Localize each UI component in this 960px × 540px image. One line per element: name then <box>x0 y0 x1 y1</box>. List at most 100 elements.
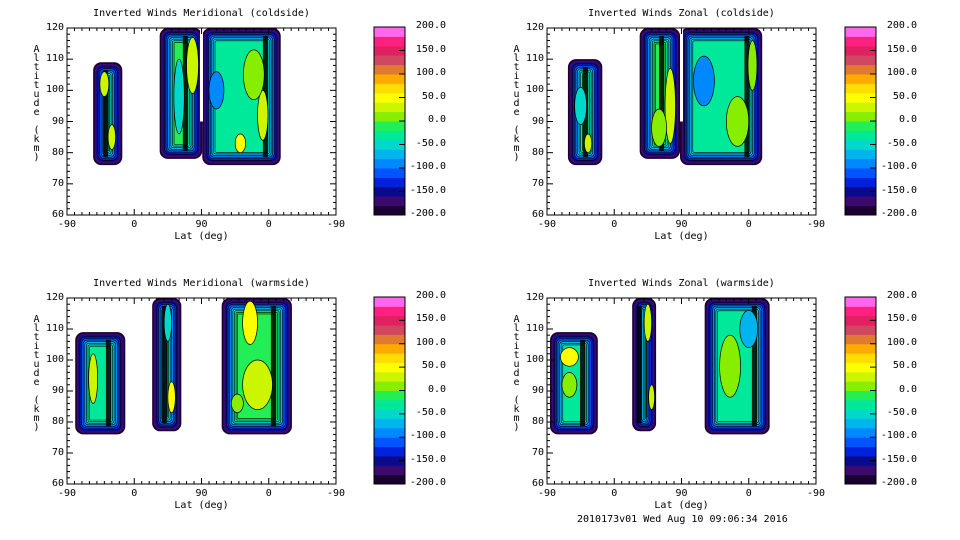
y-axis-label: Altitude (km) <box>511 44 522 161</box>
y-tick-label: 110 <box>525 323 544 334</box>
colorbar-label: -200.0 <box>880 208 917 219</box>
colorbar-label: 50.0 <box>421 360 446 372</box>
contour-patch <box>664 68 676 144</box>
colorbar-band <box>374 325 405 335</box>
colorbar-band <box>374 418 405 429</box>
contour-region <box>632 298 657 432</box>
contour-patch <box>186 37 199 94</box>
contour-region <box>159 28 203 159</box>
contour-patch <box>242 49 265 101</box>
x-tick-label: -90 <box>57 488 77 499</box>
y-tick-label: 70 <box>51 177 64 189</box>
y-tick-label: 120 <box>525 292 544 303</box>
colorbar-band <box>374 149 405 160</box>
contour-patch <box>88 353 98 404</box>
y-tick-label: 80 <box>51 146 64 158</box>
colorbar-label: -200.0 <box>880 477 917 488</box>
colorbar-band <box>845 102 876 113</box>
y-tick-label: 80 <box>531 416 544 427</box>
x-tick-label: -90 <box>537 488 557 499</box>
contour-region <box>221 298 292 435</box>
y-tick-label: 100 <box>525 84 544 96</box>
chart-title: Inverted Winds Zonal (coldside) <box>588 8 775 19</box>
colorbar-label: 150.0 <box>886 43 917 55</box>
colorbar-label: 200.0 <box>886 20 917 31</box>
contour-patch <box>163 303 172 342</box>
colorbar-label: 0.0 <box>898 114 917 125</box>
x-tick-label: 0 <box>745 219 752 230</box>
contour-patch <box>643 303 652 342</box>
contour-region <box>680 28 763 166</box>
colorbar-label: -50.0 <box>886 406 917 418</box>
x-tick-label: 0 <box>265 488 272 499</box>
contour-patch <box>584 133 593 154</box>
contour-region <box>639 28 681 159</box>
x-axis-label: Lat (deg) <box>654 500 709 511</box>
y-tick-label: 120 <box>525 22 544 33</box>
contour-region <box>202 28 281 166</box>
contour-patch <box>99 71 110 97</box>
contour-patch <box>574 86 587 125</box>
colorbar-label: -150.0 <box>880 453 917 465</box>
contour-patch <box>234 133 246 154</box>
x-tick-label: 0 <box>131 219 138 230</box>
colorbar-label: 150.0 <box>415 43 446 55</box>
colorbar-label: -100.0 <box>880 161 917 172</box>
colorbar-label: 200.0 <box>886 290 917 301</box>
y-tick-label: 70 <box>531 177 544 189</box>
x-tick-label: 90 <box>675 488 688 499</box>
contour-patch <box>107 124 116 150</box>
colorbar-label: -150.0 <box>409 453 446 465</box>
x-tick-label: -90 <box>806 219 826 230</box>
x-tick-label: -90 <box>326 488 346 499</box>
colorbar-label: 100.0 <box>886 67 917 78</box>
y-tick-label: 100 <box>45 354 64 365</box>
y-tick-label: 80 <box>51 416 64 427</box>
colorbar-label: 100.0 <box>415 67 446 78</box>
colorbar-label: -150.0 <box>409 184 446 196</box>
colorbar-label: -200.0 <box>409 477 446 488</box>
colorbar-band <box>845 418 876 429</box>
contour-patch <box>242 359 273 410</box>
y-tick-label: 110 <box>45 53 64 65</box>
contour-patch <box>560 347 579 367</box>
colorbar-label: 50.0 <box>892 90 917 102</box>
y-tick-label: 70 <box>51 447 64 458</box>
contour-patch <box>725 96 750 147</box>
y-tick-label: 90 <box>51 385 64 396</box>
contour-patch <box>693 55 715 107</box>
colorbar-label: 200.0 <box>415 290 446 301</box>
colorbar-label: -150.0 <box>880 184 917 196</box>
contour-patch <box>242 300 258 345</box>
x-tick-label: 90 <box>195 488 208 499</box>
colorbar-label: -50.0 <box>415 137 446 149</box>
contour-region <box>152 298 182 432</box>
chart-title: Inverted Winds Zonal (warmside) <box>588 278 775 289</box>
y-tick-label: 90 <box>531 115 544 127</box>
contour-region <box>567 59 603 166</box>
colorbar-label: 0.0 <box>427 114 446 125</box>
colorbar-band <box>374 371 405 382</box>
colorbar-band <box>845 196 876 207</box>
x-tick-label: 90 <box>195 219 208 230</box>
x-tick-label: 0 <box>265 219 272 230</box>
y-tick-label: 60 <box>531 209 544 220</box>
y-tick-label: 120 <box>45 22 64 33</box>
x-tick-label: 0 <box>745 488 752 499</box>
y-tick-label: 100 <box>525 354 544 365</box>
y-tick-label: 100 <box>45 84 64 96</box>
y-tick-label: 60 <box>531 478 544 489</box>
contour-patch <box>719 334 741 398</box>
colorbar-label: 200.0 <box>415 20 446 31</box>
colorbar-band <box>845 325 876 335</box>
x-tick-label: 0 <box>611 488 618 499</box>
colorbar-label: -100.0 <box>409 161 446 172</box>
chart-title: Inverted Winds Meridional (warmside) <box>93 278 310 289</box>
colorbar-label: 50.0 <box>421 90 446 102</box>
chart-title: Inverted Winds Meridional (coldside) <box>93 8 310 19</box>
colorbar-band <box>845 371 876 382</box>
contour-patch <box>561 372 578 398</box>
x-tick-label: -90 <box>537 219 557 230</box>
